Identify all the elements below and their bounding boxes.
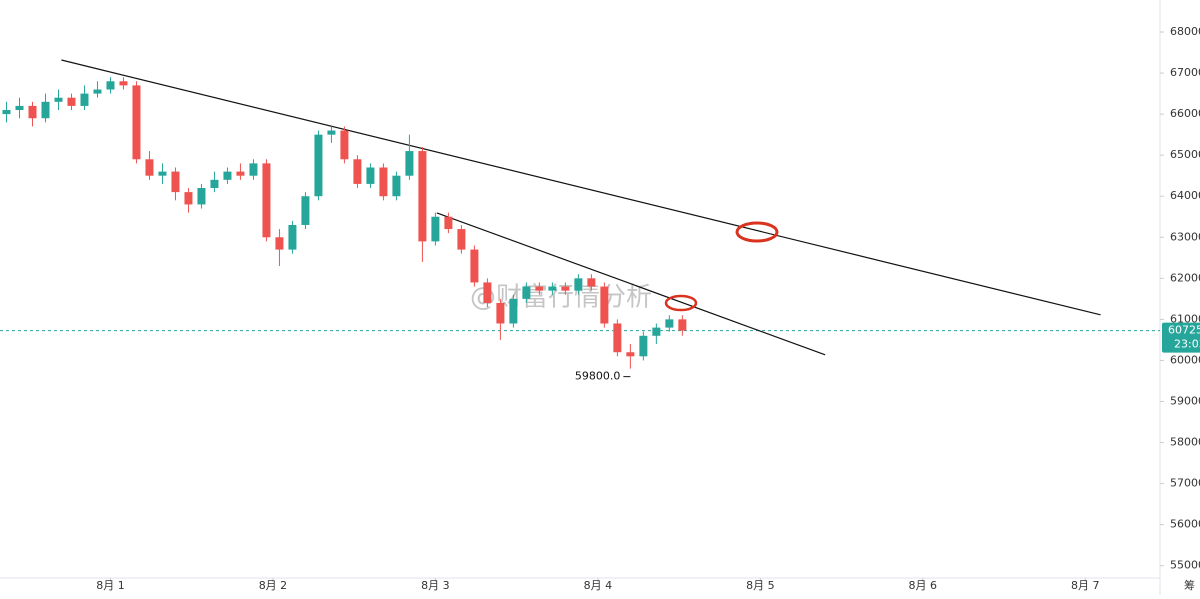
candle-body: [457, 229, 466, 250]
y-tick-label: 60000: [1170, 353, 1200, 366]
y-tick-label: 64000: [1170, 189, 1200, 202]
candle-body: [509, 298, 518, 324]
x-tick-label: 8月 3: [421, 579, 450, 592]
y-tick-label: 57000: [1170, 477, 1200, 490]
candle-body: [119, 81, 128, 86]
price-tag-value: 60725: [1168, 324, 1200, 337]
candle-body: [613, 323, 622, 353]
y-tick-label: 65000: [1170, 148, 1200, 161]
candle-body: [418, 151, 427, 242]
candle-body: [652, 327, 661, 336]
candle-body: [80, 93, 89, 106]
y-tick-label: 62000: [1170, 271, 1200, 284]
candle-body: [197, 188, 206, 205]
candle-body: [262, 163, 271, 238]
candle-body: [106, 81, 115, 90]
candle-body: [223, 171, 232, 180]
trendline: [436, 212, 826, 356]
candle-body: [379, 167, 388, 197]
candle-body: [314, 134, 323, 197]
y-tick-label: 58000: [1170, 436, 1200, 449]
candle-body: [249, 163, 258, 176]
candle-body: [67, 97, 76, 106]
highlight: [735, 221, 779, 243]
price-tag-countdown: 23:03: [1174, 338, 1200, 351]
candle-body: [639, 335, 648, 357]
y-tick-label: 66000: [1170, 107, 1200, 120]
candle-body: [561, 286, 570, 291]
x-tick-label: 8月 4: [584, 579, 613, 592]
candle-body: [353, 159, 362, 184]
candle-body: [2, 110, 11, 115]
y-tick-label: 59000: [1170, 394, 1200, 407]
candle-body: [470, 249, 479, 283]
x-tick-label: 8月 1: [96, 579, 125, 592]
candle-body: [574, 278, 583, 291]
y-tick-label: 67000: [1170, 66, 1200, 79]
candle-body: [392, 175, 401, 197]
candle-body: [483, 282, 492, 303]
candle-body: [28, 105, 37, 119]
x-tick-label: 8月 7: [1071, 579, 1100, 592]
candle-body: [665, 319, 674, 328]
y-tick-label: 55000: [1170, 559, 1200, 572]
y-tick-label: 56000: [1170, 518, 1200, 531]
corner-label: 筹: [1184, 578, 1195, 592]
candle-body: [496, 302, 505, 324]
candle-body: [327, 130, 336, 135]
price-tag: [1162, 322, 1200, 353]
candle-body: [184, 192, 193, 205]
candle-body: [626, 352, 635, 357]
candle-body: [158, 171, 167, 176]
candle-body: [431, 216, 440, 242]
candle-body: [275, 237, 284, 250]
y-tick-label: 61000: [1170, 312, 1200, 325]
candle-body: [236, 171, 245, 176]
candle-body: [288, 224, 297, 250]
candle-body: [54, 97, 63, 102]
x-tick-label: 8月 6: [909, 579, 938, 592]
candle-body: [301, 196, 310, 225]
x-tick-label: 8月 2: [259, 579, 288, 592]
candle-body: [340, 130, 349, 160]
candle-body: [535, 286, 544, 291]
x-tick-label: 8月 5: [746, 579, 775, 592]
candle-body: [41, 101, 50, 119]
candle-body: [444, 216, 453, 230]
candle-body: [548, 286, 557, 291]
candle-body: [522, 286, 531, 299]
candle-body: [405, 151, 414, 176]
candle-body: [366, 167, 375, 184]
y-tick-label: 68000: [1170, 25, 1200, 38]
candle-body: [93, 89, 102, 94]
candle-body: [15, 105, 24, 111]
candle-body: [600, 286, 609, 324]
candle-body: [587, 278, 596, 287]
candle-body: [210, 179, 219, 189]
candle-body: [145, 159, 154, 176]
y-tick-label: 63000: [1170, 230, 1200, 243]
highlight: [664, 294, 698, 312]
candle-body: [171, 171, 180, 193]
trendline: [61, 59, 1101, 316]
candle-body: [678, 319, 687, 331]
candle-body: [132, 85, 141, 160]
low-label: 59800.0: [575, 370, 621, 383]
